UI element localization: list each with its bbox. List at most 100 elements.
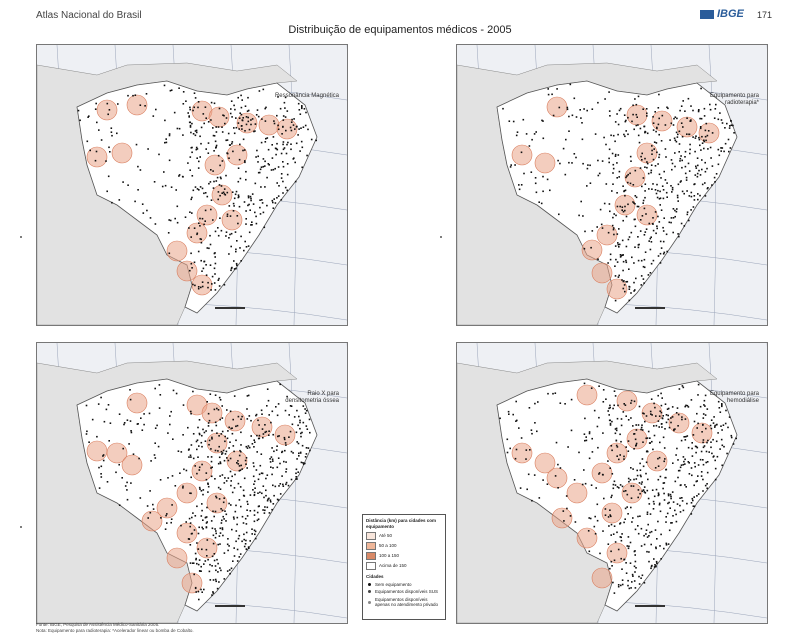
city-dot bbox=[206, 401, 208, 403]
city-dot bbox=[221, 474, 224, 476]
city-dot bbox=[659, 252, 662, 255]
distance-buffer bbox=[111, 142, 133, 164]
city-dot bbox=[217, 198, 219, 201]
city-dot bbox=[667, 407, 670, 410]
city-dot bbox=[628, 545, 630, 548]
city-dot bbox=[238, 465, 241, 467]
city-dot bbox=[254, 480, 256, 483]
city-dot bbox=[219, 475, 221, 477]
city-dot bbox=[523, 172, 525, 175]
city-dot bbox=[647, 172, 650, 175]
city-dot bbox=[681, 190, 684, 193]
city-dot bbox=[256, 434, 258, 437]
city-dot bbox=[697, 164, 699, 167]
city-dot bbox=[265, 489, 267, 492]
distance-buffer bbox=[96, 99, 118, 121]
city-dot bbox=[646, 132, 649, 135]
city-dot bbox=[646, 166, 648, 169]
city-dot bbox=[216, 587, 219, 590]
distance-buffer bbox=[86, 146, 108, 168]
city-dot bbox=[617, 404, 619, 407]
legend-cities-title: Cidades bbox=[366, 574, 384, 579]
city-dot bbox=[213, 515, 215, 518]
city-dot bbox=[603, 136, 605, 139]
city-dot bbox=[280, 199, 283, 201]
city-dot bbox=[211, 438, 213, 440]
city-dot bbox=[214, 565, 217, 567]
city-dot bbox=[245, 463, 247, 465]
city-dot bbox=[607, 460, 609, 462]
city-dot bbox=[230, 484, 232, 487]
city-dot bbox=[97, 403, 100, 405]
map-canvas bbox=[37, 45, 347, 325]
city-dot bbox=[531, 138, 533, 141]
city-dot bbox=[189, 108, 191, 111]
city-dot bbox=[660, 533, 662, 536]
city-dot bbox=[240, 444, 242, 446]
city-dot bbox=[565, 138, 567, 141]
city-dot bbox=[642, 265, 645, 268]
city-dot bbox=[641, 152, 643, 155]
city-dot bbox=[199, 225, 201, 227]
city-dot bbox=[238, 196, 240, 198]
city-dot bbox=[645, 461, 648, 464]
city-dot bbox=[223, 552, 226, 554]
city-dot bbox=[226, 191, 229, 194]
city-dot bbox=[280, 173, 283, 175]
city-dot bbox=[246, 515, 249, 517]
city-dot bbox=[225, 520, 227, 522]
city-dot bbox=[657, 457, 659, 460]
city-dot bbox=[709, 146, 712, 149]
city-dot bbox=[281, 133, 283, 135]
city-dot bbox=[207, 281, 209, 284]
city-dot bbox=[704, 170, 707, 173]
city-dot bbox=[672, 515, 674, 517]
city-dot bbox=[233, 104, 235, 107]
city-dot bbox=[107, 175, 110, 178]
city-dot bbox=[658, 133, 660, 136]
city-dot bbox=[695, 445, 698, 448]
city-dot bbox=[714, 181, 716, 183]
city-dot bbox=[659, 510, 662, 513]
city-dot bbox=[169, 89, 172, 92]
city-dot bbox=[699, 144, 701, 147]
city-dot bbox=[254, 487, 256, 489]
city-dot bbox=[259, 206, 261, 209]
city-dot bbox=[617, 276, 620, 278]
city-dot bbox=[240, 418, 242, 420]
city-dot bbox=[253, 491, 256, 494]
city-dot bbox=[200, 570, 202, 572]
city-dot bbox=[230, 267, 233, 270]
city-dot bbox=[230, 245, 232, 248]
city-dot bbox=[721, 147, 724, 149]
city-dot bbox=[700, 450, 703, 453]
city-dot bbox=[100, 465, 103, 468]
city-dot bbox=[201, 503, 203, 505]
city-dot bbox=[202, 528, 204, 530]
city-dot bbox=[638, 482, 641, 484]
city-dot bbox=[227, 459, 230, 462]
city-dot bbox=[667, 107, 669, 110]
city-dot bbox=[630, 467, 632, 469]
city-dot bbox=[209, 563, 211, 566]
city-dot bbox=[593, 409, 596, 412]
city-dot bbox=[190, 492, 192, 495]
city-dot bbox=[580, 117, 582, 119]
city-dot bbox=[602, 389, 605, 391]
city-dot bbox=[590, 387, 593, 389]
city-dot bbox=[230, 567, 233, 570]
city-dot bbox=[609, 406, 611, 409]
city-dot bbox=[584, 417, 586, 420]
city-dot bbox=[662, 253, 665, 255]
city-dot bbox=[298, 128, 300, 130]
city-dot bbox=[632, 517, 634, 519]
city-dot bbox=[160, 517, 162, 519]
city-dot bbox=[285, 461, 287, 463]
city-dot bbox=[203, 122, 205, 125]
city-dot bbox=[658, 456, 661, 459]
city-dot bbox=[118, 413, 121, 415]
city-dot bbox=[616, 177, 618, 179]
city-dot bbox=[666, 182, 668, 184]
city-dot bbox=[614, 299, 617, 302]
city-dot bbox=[588, 517, 590, 519]
